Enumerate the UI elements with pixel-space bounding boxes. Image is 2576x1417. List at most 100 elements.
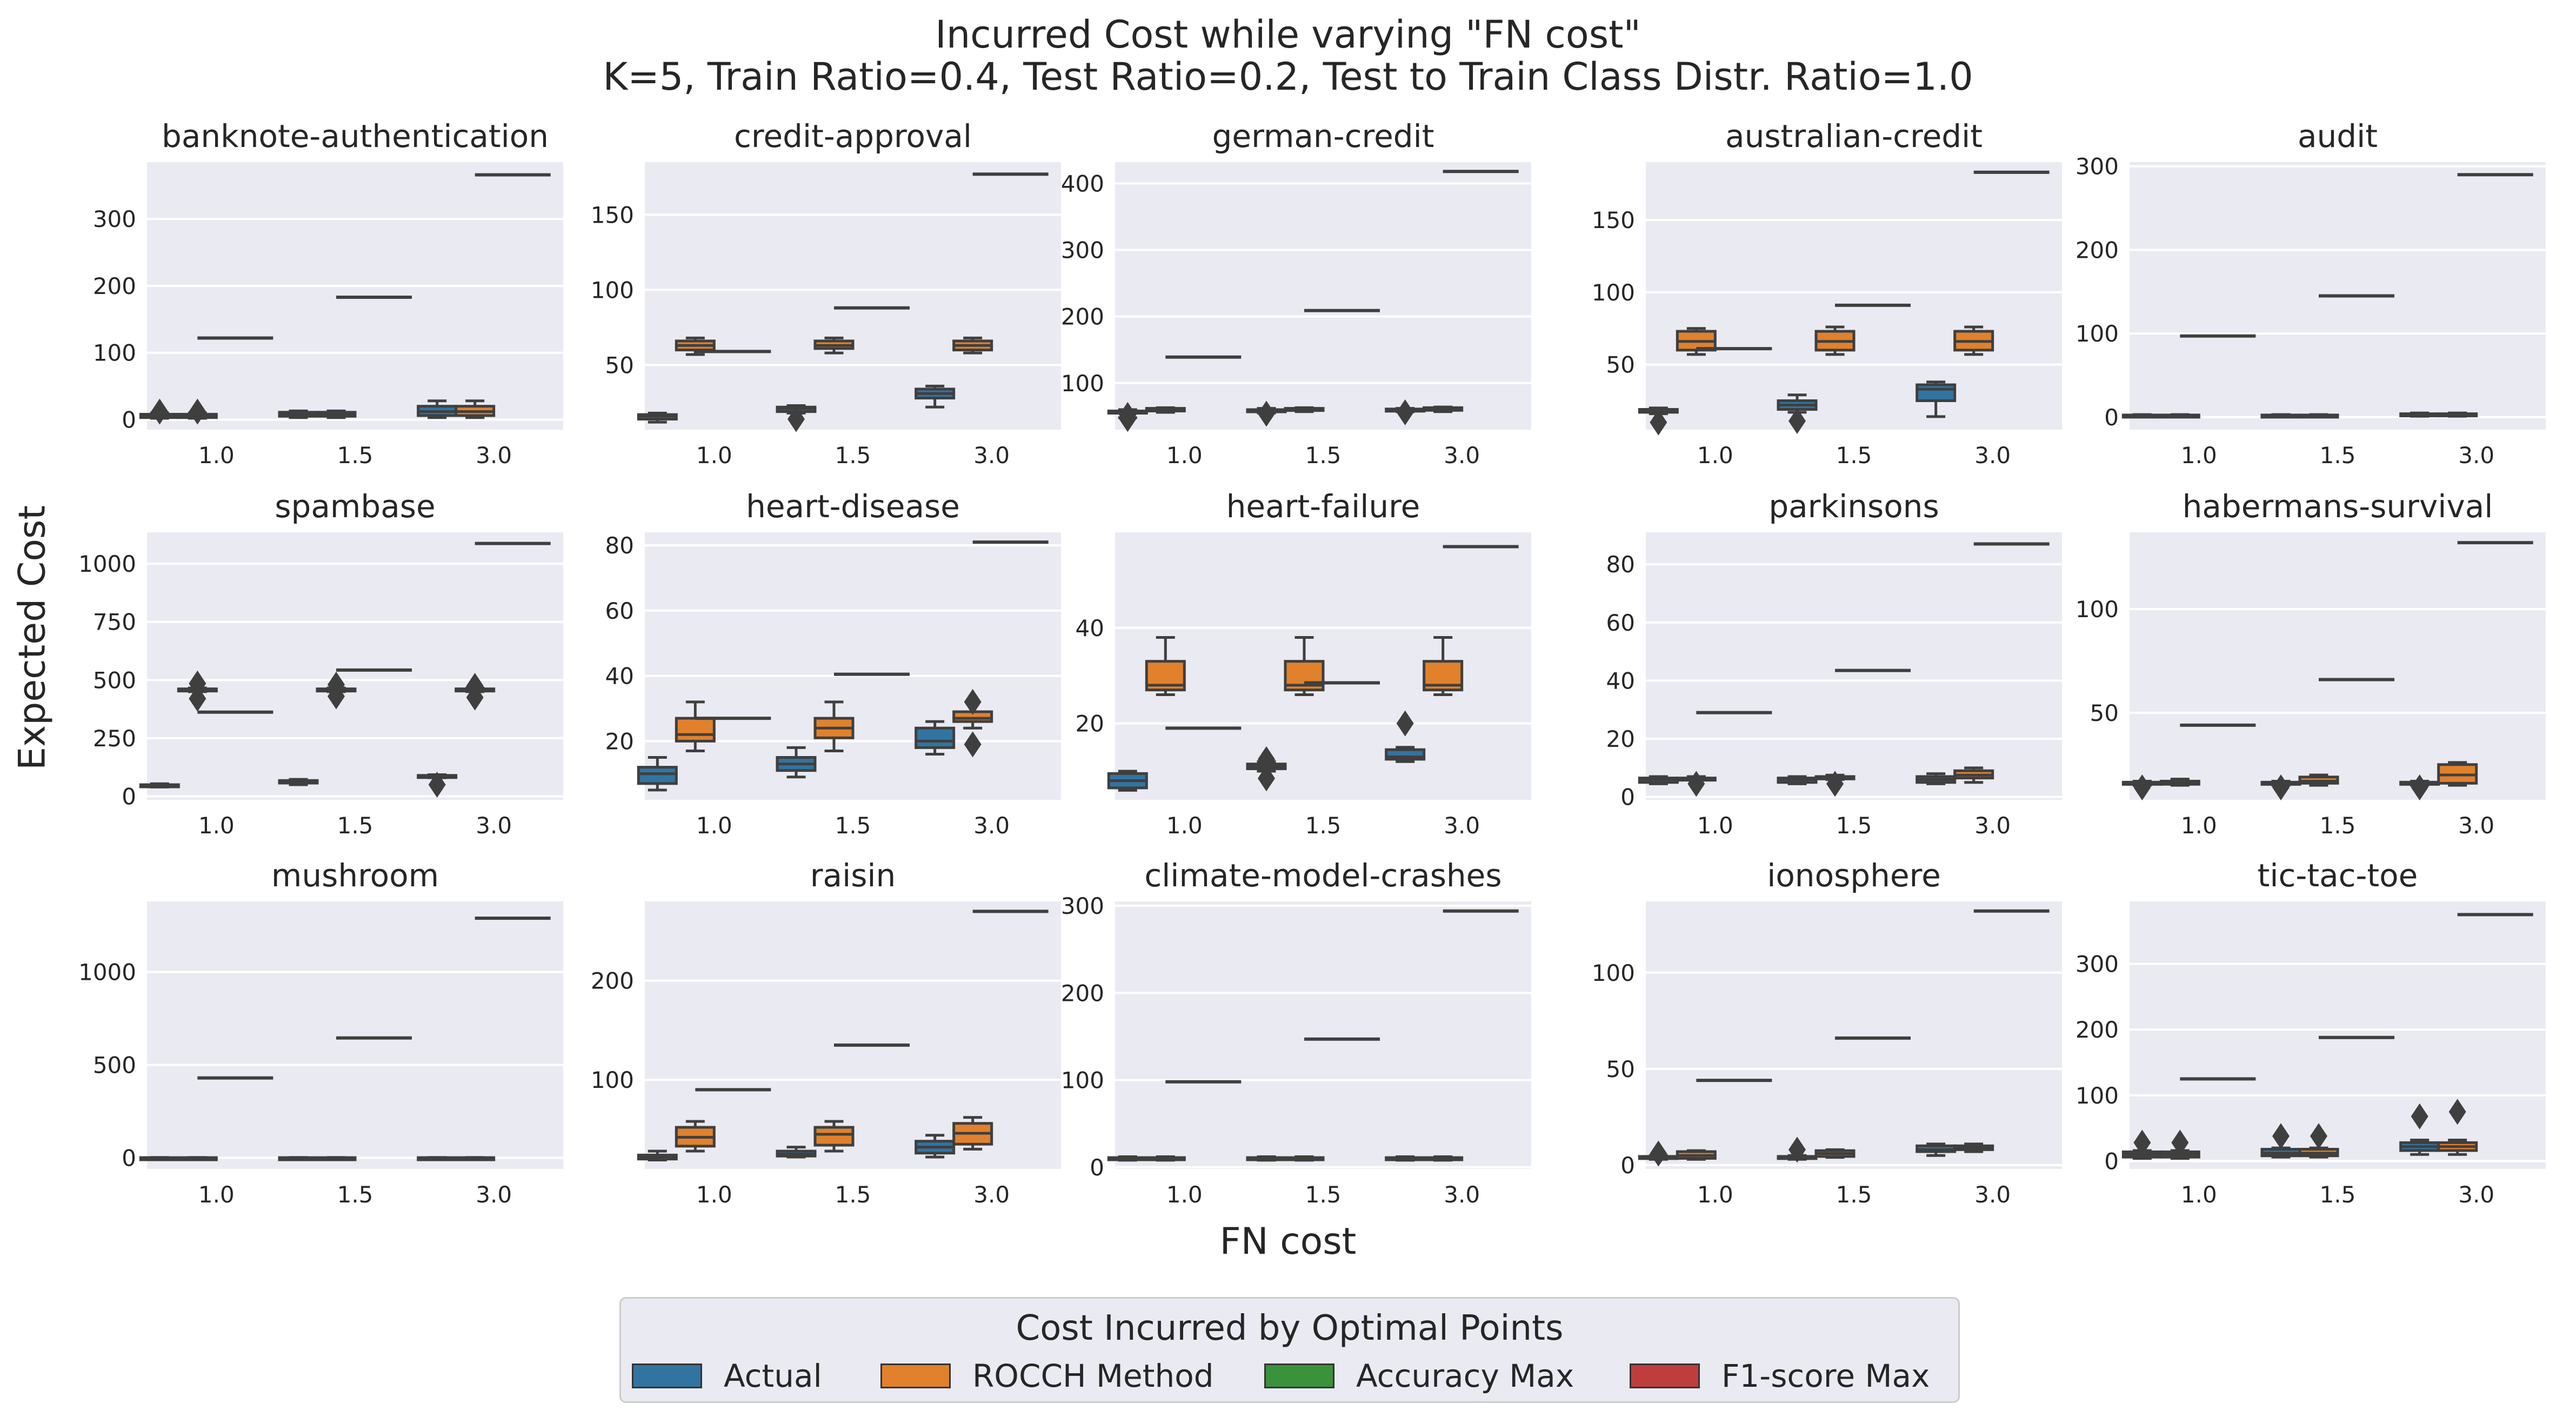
legend-item-accuracy-max: Accuracy Max: [1264, 1357, 1574, 1395]
y-tick-label: 100: [591, 277, 634, 303]
subplot-mushroom: 0 500 1000 mushroom 1.0 1.5 3.0: [78, 857, 563, 1208]
y-tick-label: 50: [605, 352, 634, 378]
actual-outlier: [1788, 1137, 1806, 1163]
subplot-title: ionosphere: [1767, 857, 1941, 894]
legend-label-accuracy-max: Accuracy Max: [1356, 1358, 1574, 1394]
y-tick-label: 50: [1606, 1056, 1635, 1082]
subplot-heart-disease: 20 40 60 80 heart-disease 1.0 1.5 3.0: [605, 488, 1061, 839]
plot-background: [1646, 162, 2062, 430]
subplot-australian-credit: 50 100 150 australian-credit 1.0 1.5 3.0: [1592, 118, 2062, 469]
subplot-title: tic-tac-toe: [2258, 857, 2418, 894]
y-tick-label: 0: [122, 406, 136, 433]
y-tick-label: 1000: [78, 959, 136, 986]
actual-outlier: [151, 398, 169, 425]
y-tick-label: 250: [93, 725, 136, 752]
x-tick-label: 1.0: [2181, 442, 2217, 469]
x-tick-label: 3.0: [973, 812, 1010, 839]
x-tick-label: 1.0: [1166, 1181, 1203, 1208]
rocch-outlier: [189, 670, 206, 697]
actual-outlier: [1788, 407, 1806, 434]
x-tick-label: 3.0: [973, 442, 1010, 469]
y-tick-label: 300: [2076, 951, 2119, 978]
figure-subtitle: K=5, Train Ratio=0.4, Test Ratio=0.2, Te…: [603, 55, 1973, 99]
x-tick-label: 1.0: [1697, 1181, 1733, 1208]
subplot-title: spambase: [275, 488, 435, 525]
actual-outlier: [1396, 710, 1414, 737]
rocch-outlier: [2448, 1099, 2466, 1125]
x-axis-label: FN cost: [1219, 1220, 1357, 1263]
subplot-title: mushroom: [271, 857, 439, 894]
y-tick-label: 500: [93, 667, 136, 693]
rocch-box: [813, 1126, 855, 1147]
x-tick-label: 1.5: [337, 1181, 373, 1208]
y-tick-label: 150: [591, 202, 634, 228]
y-tick-label: 0: [2104, 1148, 2119, 1174]
actual-outlier: [1119, 402, 1137, 428]
legend: Cost Incurred by Optimal Points Actual R…: [619, 1297, 1960, 1403]
subplot-title: heart-disease: [746, 488, 960, 525]
y-tick-label: 200: [2076, 237, 2119, 263]
subplot-credit-approval: 50 100 150 credit-approval 1.0 1.5 3.0: [591, 118, 1061, 469]
actual-outlier: [428, 772, 446, 798]
actual-outlier: [1258, 400, 1275, 427]
legend-item-rocch: ROCCH Method: [880, 1357, 1214, 1395]
y-tick-label: 100: [2076, 596, 2119, 623]
x-tick-label: 3.0: [1974, 812, 2011, 839]
legend-swatch-accuracy-max: [1264, 1363, 1334, 1388]
x-tick-label: 3.0: [476, 1181, 512, 1208]
y-tick-label: 150: [1592, 207, 1635, 233]
rocch-outlier: [466, 673, 484, 699]
y-tick-label: 200: [591, 968, 634, 994]
y-tick-label: 60: [1606, 610, 1635, 636]
subplot-title: parkinsons: [1769, 488, 1939, 525]
y-tick-label: 50: [1606, 352, 1635, 378]
x-tick-label: 3.0: [1974, 1181, 2011, 1208]
y-tick-label: 200: [1061, 304, 1104, 330]
legend-swatch-rocch: [880, 1363, 951, 1388]
plot-background: [1646, 901, 2062, 1169]
x-tick-label: 1.5: [337, 812, 373, 839]
x-tick-label: 1.0: [198, 1181, 235, 1208]
actual-outlier: [2411, 1103, 2428, 1129]
y-tick-label: 50: [2090, 700, 2119, 726]
actual-outlier: [1650, 409, 1667, 436]
rocch-outlier: [189, 398, 206, 425]
y-tick-label: 100: [2076, 1082, 2119, 1109]
y-tick-label: 100: [1592, 960, 1635, 986]
subplot-title: australian-credit: [1725, 118, 1983, 155]
plot-background: [2130, 901, 2546, 1169]
x-tick-label: 3.0: [1444, 812, 1480, 839]
actual-outlier: [1258, 746, 1275, 772]
y-tick-label: 300: [1061, 237, 1104, 264]
x-tick-label: 1.5: [2320, 442, 2356, 469]
x-tick-label: 3.0: [2458, 812, 2494, 839]
y-tick-label: 0: [122, 1145, 136, 1171]
y-tick-label: 750: [93, 609, 136, 636]
subplot-spambase: 0 250 500 750 1000 spambase 1.0 1.5 3.0: [78, 488, 563, 839]
actual-outlier: [2411, 774, 2428, 800]
actual-box: [915, 726, 956, 749]
x-tick-label: 1.0: [696, 442, 732, 469]
actual-box: [637, 766, 678, 785]
x-tick-label: 1.5: [835, 1181, 871, 1208]
y-tick-label: 200: [2076, 1017, 2119, 1043]
y-tick-label: 40: [1076, 615, 1104, 641]
actual-outlier: [2133, 1129, 2151, 1156]
y-tick-label: 80: [1606, 551, 1635, 578]
x-tick-label: 3.0: [2458, 442, 2494, 469]
subplot-title: climate-model-crashes: [1144, 857, 1501, 894]
y-tick-label: 20: [1606, 726, 1635, 752]
x-tick-label: 1.0: [1697, 442, 1733, 469]
x-tick-label: 1.0: [2181, 812, 2217, 839]
y-tick-label: 300: [2076, 153, 2119, 180]
rocch-outlier: [2310, 1123, 2327, 1149]
rocch-outlier: [964, 689, 982, 715]
subplot-title: raisin: [810, 857, 896, 894]
legend-swatch-actual: [632, 1363, 702, 1388]
plot-background: [1115, 901, 1531, 1169]
plot-background: [147, 901, 563, 1169]
subplot-habermans-survival: 50 100 habermans-survival 1.0 1.5 3.0: [2076, 488, 2546, 839]
actual-outlier: [1258, 765, 1275, 792]
subplot-title: audit: [2298, 118, 2378, 155]
x-tick-label: 1.0: [696, 1181, 732, 1208]
